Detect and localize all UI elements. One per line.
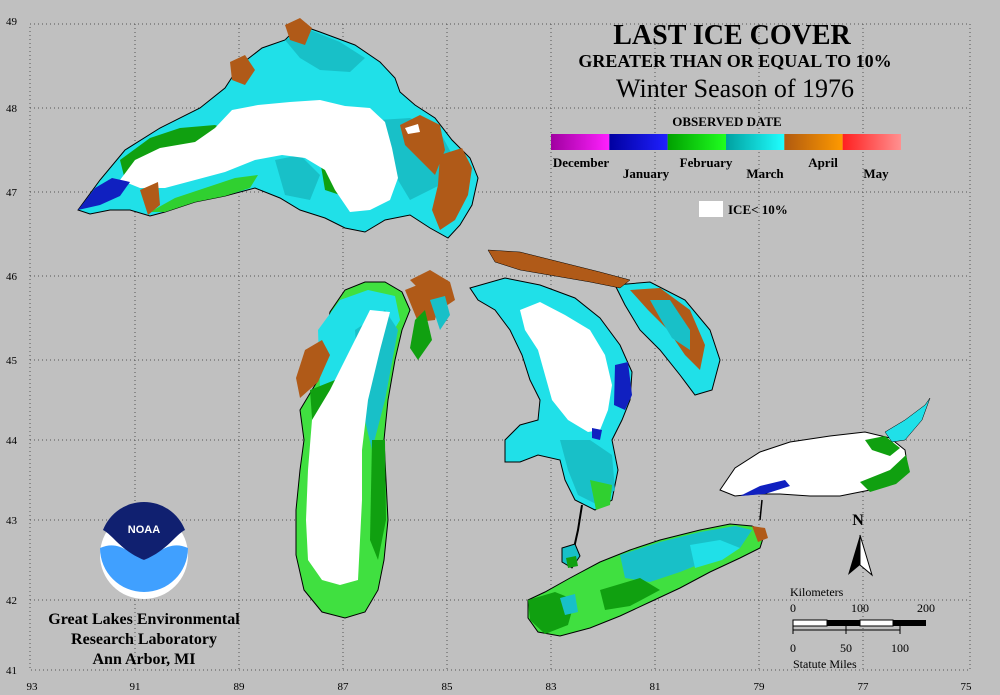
- lon-label: 81: [650, 681, 661, 693]
- niagara-river: [759, 499, 763, 521]
- lake-ontario: [719, 397, 931, 497]
- legend-swatch-february: [667, 134, 726, 150]
- lon-label: 87: [338, 681, 350, 693]
- north-label: N: [852, 512, 864, 529]
- legend-label-april: April: [808, 155, 838, 170]
- legend-swatch-january: [609, 134, 668, 150]
- mi-tick-0: 0: [790, 641, 796, 655]
- mi-label: Statute Miles: [793, 657, 857, 671]
- legend-label-march: March: [746, 166, 784, 181]
- lat-label: 48: [6, 103, 18, 115]
- legend-label-may: May: [863, 166, 889, 181]
- lake-st-clair: [561, 543, 581, 569]
- lon-label: 75: [961, 681, 973, 693]
- lon-label: 83: [546, 681, 558, 693]
- noaa-logo: NOAA: [100, 501, 188, 599]
- km-tick-0: 0: [790, 601, 796, 615]
- ice-low-swatch: [699, 201, 723, 217]
- credit-line-1: Great Lakes Environmental: [48, 611, 240, 628]
- title-line-2: GREATER THAN OR EQUAL TO 10%: [578, 51, 891, 71]
- lat-label: 47: [6, 187, 18, 199]
- km-tick-100: 100: [851, 601, 869, 615]
- lon-label: 85: [442, 681, 454, 693]
- lake-erie: [527, 523, 768, 637]
- title-line-1: LAST ICE COVER: [613, 20, 851, 51]
- lat-label: 41: [6, 665, 17, 677]
- legend-label-january: January: [623, 166, 670, 181]
- legend-label-december: December: [553, 155, 610, 170]
- lon-label: 77: [858, 681, 870, 693]
- ice-low-label: ICE< 10%: [728, 202, 788, 217]
- credit-line-2: Research Laboratory: [71, 631, 217, 648]
- st-clair-river: [573, 504, 583, 549]
- noaa-logo-text: NOAA: [128, 524, 160, 536]
- date-legend: OBSERVED DATE December January February …: [551, 114, 901, 217]
- longitude-labels: 93 91 89 87 85 83 81 79 77 75: [27, 681, 973, 693]
- lat-label: 44: [6, 435, 18, 447]
- scale-bar: Kilometers 0 100 200 0 50 100 Statute Mi…: [790, 585, 935, 671]
- lake-superior: [77, 18, 479, 239]
- legend-label-february: February: [680, 155, 733, 170]
- north-arrow-icon: [848, 535, 860, 575]
- lon-label: 79: [754, 681, 766, 693]
- north-arrow: N: [848, 512, 873, 577]
- km-label: Kilometers: [790, 585, 844, 599]
- lat-label: 45: [6, 355, 18, 367]
- mi-tick-100: 100: [891, 641, 909, 655]
- lat-label: 46: [6, 271, 18, 283]
- map-frame: [29, 23, 971, 671]
- lat-label: 49: [6, 16, 18, 28]
- lon-label: 91: [130, 681, 141, 693]
- legend-heading: OBSERVED DATE: [672, 114, 781, 129]
- legend-swatch-april: [784, 134, 843, 150]
- lon-label: 93: [27, 681, 39, 693]
- legend-swatch-december: [551, 134, 610, 150]
- credit-block: Great Lakes Environmental Research Labor…: [48, 611, 240, 668]
- lon-label: 89: [234, 681, 246, 693]
- title-line-3: Winter Season of 1976: [616, 74, 854, 103]
- legend-swatch-march: [726, 134, 785, 150]
- mi-tick-50: 50: [840, 641, 852, 655]
- km-tick-200: 200: [917, 601, 935, 615]
- legend-swatch-may: [842, 134, 901, 150]
- title-block: LAST ICE COVER GREATER THAN OR EQUAL TO …: [578, 20, 891, 103]
- lat-label: 42: [6, 595, 17, 607]
- credit-line-3: Ann Arbor, MI: [93, 651, 196, 668]
- lake-michigan: [295, 270, 455, 619]
- lat-label: 43: [6, 515, 18, 527]
- lake-huron: [469, 249, 721, 511]
- latitude-labels: 49 48 47 46 45 44 43 42 41: [6, 16, 18, 677]
